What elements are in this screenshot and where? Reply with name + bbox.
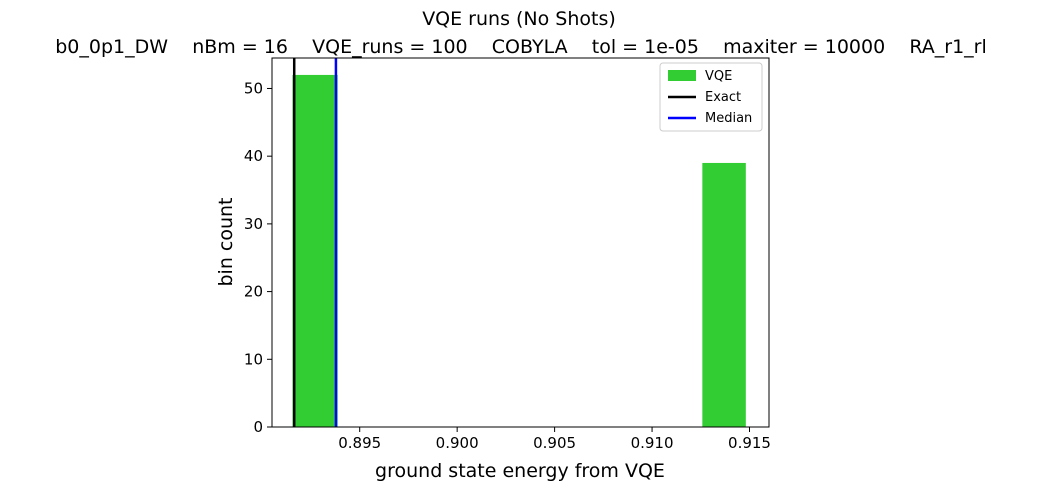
x-tick-label: 0.915 — [728, 434, 771, 452]
y-tick-label: 50 — [244, 79, 263, 97]
legend: VQE Exact Median — [659, 62, 763, 132]
y-tick-label: 40 — [244, 147, 263, 165]
chart-subtitle: b0_0p1_DW nBm = 16 VQE_runs = 100 COBYLA… — [55, 36, 987, 58]
legend-median-label: Median — [705, 111, 752, 126]
x-axis-label: ground state energy from VQE — [375, 460, 665, 482]
y-tick-label: 20 — [244, 283, 263, 301]
x-tick-label: 0.905 — [533, 434, 576, 452]
y-tick-label: 30 — [244, 215, 263, 233]
y-tick-label: 0 — [253, 418, 263, 436]
histogram-bar-0 — [292, 74, 338, 427]
y-tick-label: 10 — [244, 350, 263, 368]
y-axis-label: bin count — [215, 197, 237, 286]
x-tick-label: 0.900 — [436, 434, 479, 452]
x-tick-label: 0.910 — [631, 434, 674, 452]
histogram-bar-1 — [702, 162, 746, 428]
chart-title: VQE runs (No Shots) — [422, 8, 616, 30]
plot-area-frame — [271, 57, 770, 428]
x-tick-label: 0.895 — [338, 434, 381, 452]
legend-vqe-label: VQE — [705, 69, 732, 84]
legend-vqe-swatch — [668, 70, 696, 81]
legend-exact-label: Exact — [705, 90, 741, 105]
